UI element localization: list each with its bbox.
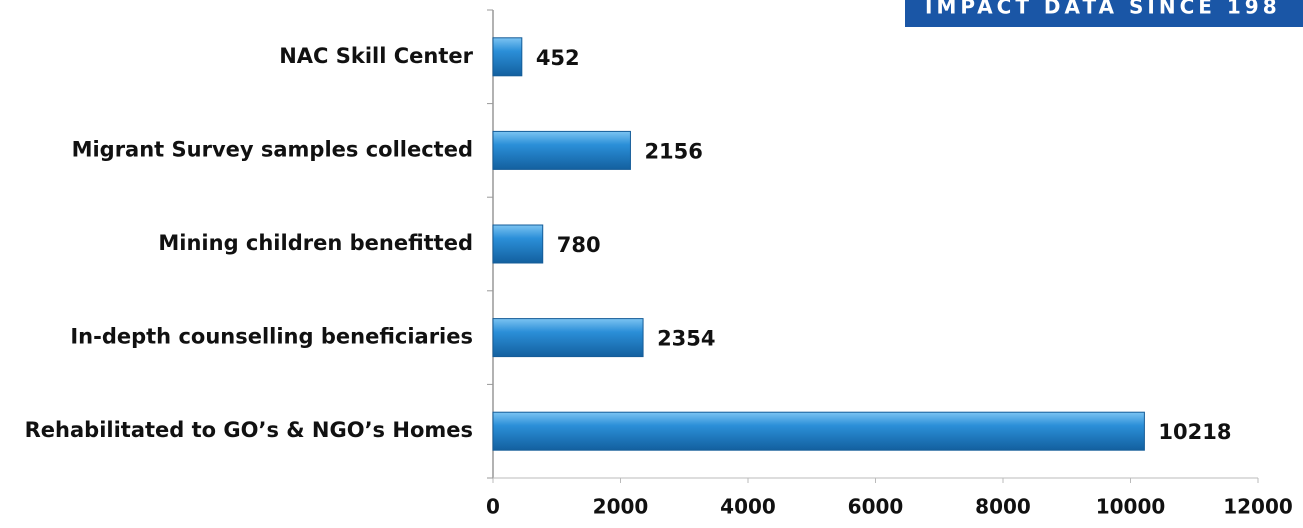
bar [492,130,631,170]
x-tick-label: 12000 [1223,495,1293,519]
bar [492,37,523,77]
x-tick-label: 10000 [1096,495,1166,519]
category-label: Mining children benefitted [158,231,473,255]
banner-box [905,0,1303,27]
value-label: 2156 [644,139,702,163]
x-tick-label: 0 [486,495,500,519]
x-tick-label: 6000 [848,495,904,519]
bar [492,318,644,358]
category-label: Rehabilitated to GO’s & NGO’s Homes [25,418,473,442]
x-tick-label: 8000 [975,495,1031,519]
value-label: 780 [557,233,601,257]
value-label: 2354 [657,327,715,351]
category-label: NAC Skill Center [279,44,473,68]
value-label: 10218 [1158,420,1231,444]
banner: IMPACT DATA SINCE 198 [925,0,1281,19]
category-label: In-depth counselling beneficiaries [70,325,473,349]
bar [492,411,1145,451]
x-tick-label: 2000 [593,495,649,519]
category-label: Migrant Survey samples collected [72,137,473,161]
bar [492,224,544,264]
x-tick-label: 4000 [720,495,776,519]
value-label: 452 [536,46,580,70]
